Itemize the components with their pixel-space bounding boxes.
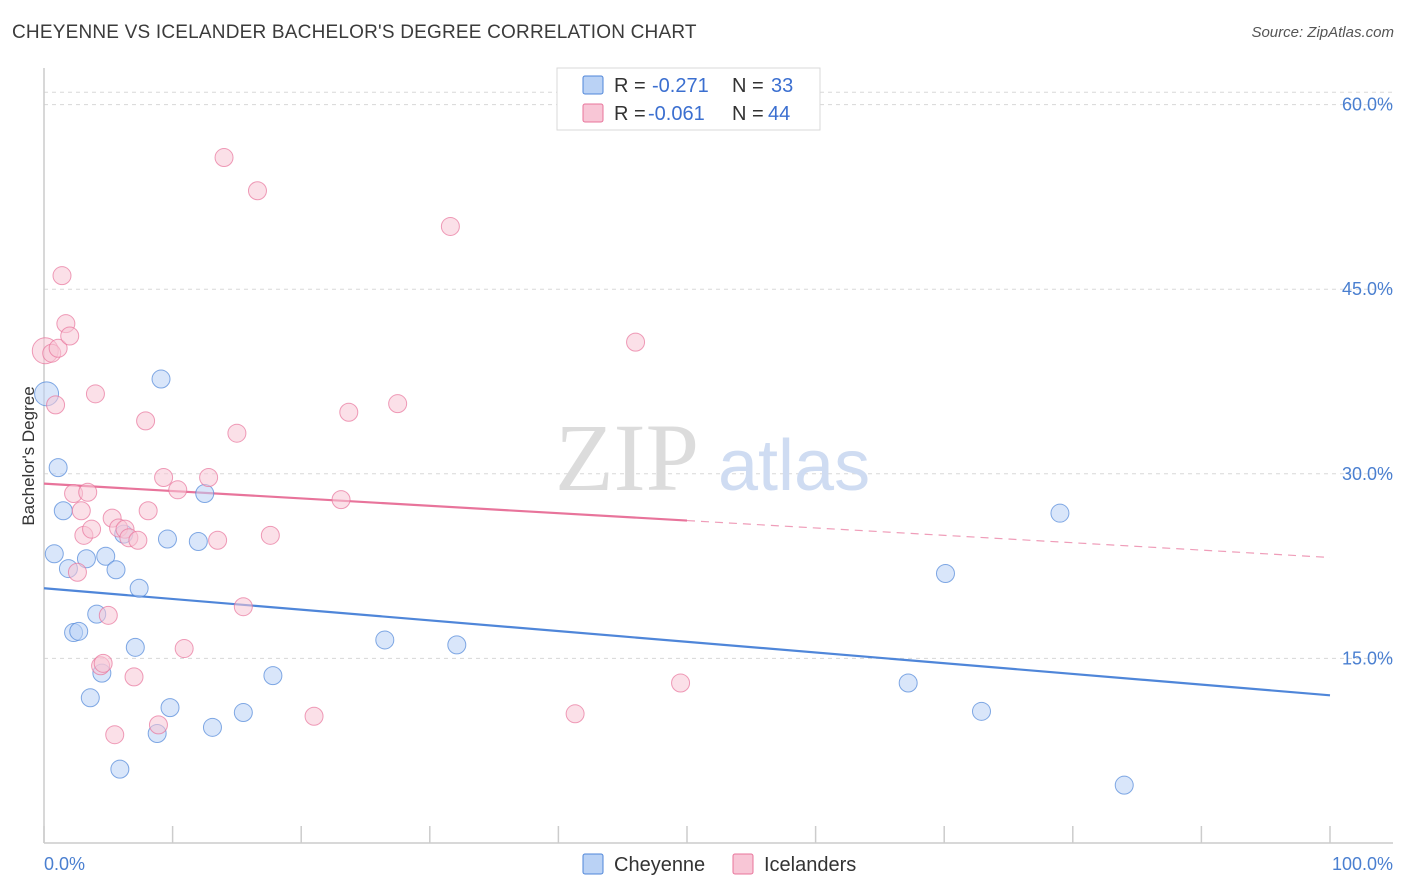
icelanders-point — [138, 501, 158, 521]
cheyenne-point — [106, 560, 126, 580]
icelanders-point — [128, 530, 148, 550]
trend-lines — [43, 482, 1331, 697]
legend-swatch-cheyenne — [582, 75, 604, 95]
cheyenne-point — [125, 637, 145, 657]
x-tick-label: 0.0% — [44, 854, 85, 874]
icelanders-point — [168, 480, 188, 500]
chart-title: CHEYENNE VS ICELANDER BACHELOR'S DEGREE … — [12, 22, 697, 43]
source-label: Source: ZipAtlas.com — [1251, 24, 1394, 41]
icelanders-trend-line-extension — [686, 519, 1331, 559]
icelanders-point — [82, 519, 102, 539]
cheyenne-point — [151, 369, 171, 389]
legend-n-label-icelanders: N = — [732, 103, 764, 125]
legend-n-value-icelanders: 44 — [768, 103, 790, 125]
cheyenne-point — [48, 458, 68, 478]
cheyenne-point — [375, 630, 395, 650]
y-axis-title: Bachelor's Degree — [19, 386, 38, 525]
icelanders-point — [388, 394, 408, 414]
gridlines — [44, 91, 1393, 659]
bottom-legend-swatch-cheyenne — [582, 853, 604, 875]
icelanders-point — [174, 639, 194, 659]
x-tick-label: 100.0% — [1332, 854, 1393, 874]
legend-r-label-cheyenne: R = — [614, 75, 646, 97]
legend-r-value-icelanders: -0.061 — [648, 103, 705, 125]
cheyenne-point — [971, 701, 991, 721]
bottom-legend-swatch-icelanders — [732, 853, 754, 875]
y-tick-label: 45.0% — [1342, 279, 1393, 299]
cheyenne-point — [1050, 503, 1070, 523]
icelanders-point — [208, 530, 228, 550]
icelanders-point — [48, 338, 68, 358]
y-tick-label: 30.0% — [1342, 464, 1393, 484]
cheyenne-point — [157, 529, 177, 549]
icelanders-point — [671, 673, 691, 693]
cheyenne-point — [129, 578, 149, 598]
cheyenne-point — [898, 673, 918, 693]
cheyenne-point — [80, 688, 100, 708]
legend-r-value-cheyenne: -0.271 — [652, 75, 709, 97]
cheyenne-point — [1114, 775, 1134, 795]
icelanders-trend-line — [43, 482, 688, 522]
data-points — [31, 148, 1134, 795]
icelanders-point — [85, 384, 105, 404]
stats-legend: R = -0.271 N = 33 R = -0.061 N = 44 — [556, 67, 821, 131]
icelanders-point — [304, 706, 324, 726]
bottom-legend-label-cheyenne: Cheyenne — [614, 854, 705, 876]
cheyenne-point — [188, 531, 208, 551]
icelanders-point — [247, 181, 267, 201]
icelanders-point — [626, 332, 646, 352]
icelanders-point — [46, 395, 66, 415]
y-tick-label: 60.0% — [1342, 95, 1393, 115]
icelanders-point — [214, 148, 234, 168]
icelanders-point — [71, 501, 91, 521]
cheyenne-point — [110, 759, 130, 779]
cheyenne-point — [195, 483, 215, 503]
icelanders-point — [440, 216, 460, 236]
icelanders-point — [78, 482, 98, 502]
icelanders-point — [93, 653, 113, 673]
icelanders-point — [67, 562, 87, 582]
icelanders-point — [136, 411, 156, 431]
icelanders-point — [199, 467, 219, 487]
legend-r-label-icelanders: R = — [614, 103, 646, 125]
cheyenne-point — [96, 546, 116, 566]
cheyenne-point — [263, 666, 283, 686]
cheyenne-point — [76, 549, 96, 569]
watermark-atlas: atlas — [718, 426, 870, 506]
icelanders-point — [565, 704, 585, 724]
cheyenne-point — [69, 621, 89, 641]
icelanders-point — [52, 266, 72, 286]
series-legend: Cheyenne Icelanders — [582, 853, 856, 876]
legend-n-value-cheyenne: 33 — [771, 75, 793, 97]
cheyenne-point — [44, 544, 64, 564]
icelanders-point — [233, 597, 253, 617]
icelanders-point — [260, 525, 280, 545]
icelanders-point — [154, 467, 174, 487]
watermark: ZIP atlas — [555, 404, 870, 511]
legend-swatch-icelanders — [582, 103, 604, 123]
bottom-legend-label-icelanders: Icelanders — [764, 854, 856, 876]
cheyenne-point — [447, 635, 467, 655]
icelanders-point — [339, 402, 359, 422]
icelanders-point — [148, 715, 168, 735]
icelanders-point — [98, 605, 118, 625]
y-tick-label: 15.0% — [1342, 648, 1393, 668]
cheyenne-point — [233, 703, 253, 723]
icelanders-point — [227, 423, 247, 443]
cheyenne-point — [935, 563, 955, 583]
cheyenne-trend-line — [43, 587, 1331, 697]
cheyenne-point — [160, 698, 180, 718]
icelanders-point — [124, 667, 144, 687]
icelanders-point — [60, 326, 80, 346]
icelanders-point — [331, 490, 351, 510]
cheyenne-point — [53, 501, 73, 521]
axes: 15.0% 30.0% 45.0% 60.0% 0.0% 100.0% — [43, 68, 1393, 874]
watermark-zip: ZIP — [555, 404, 699, 511]
legend-n-label-cheyenne: N = — [732, 75, 764, 97]
icelanders-point — [105, 725, 125, 745]
cheyenne-point — [202, 717, 222, 737]
